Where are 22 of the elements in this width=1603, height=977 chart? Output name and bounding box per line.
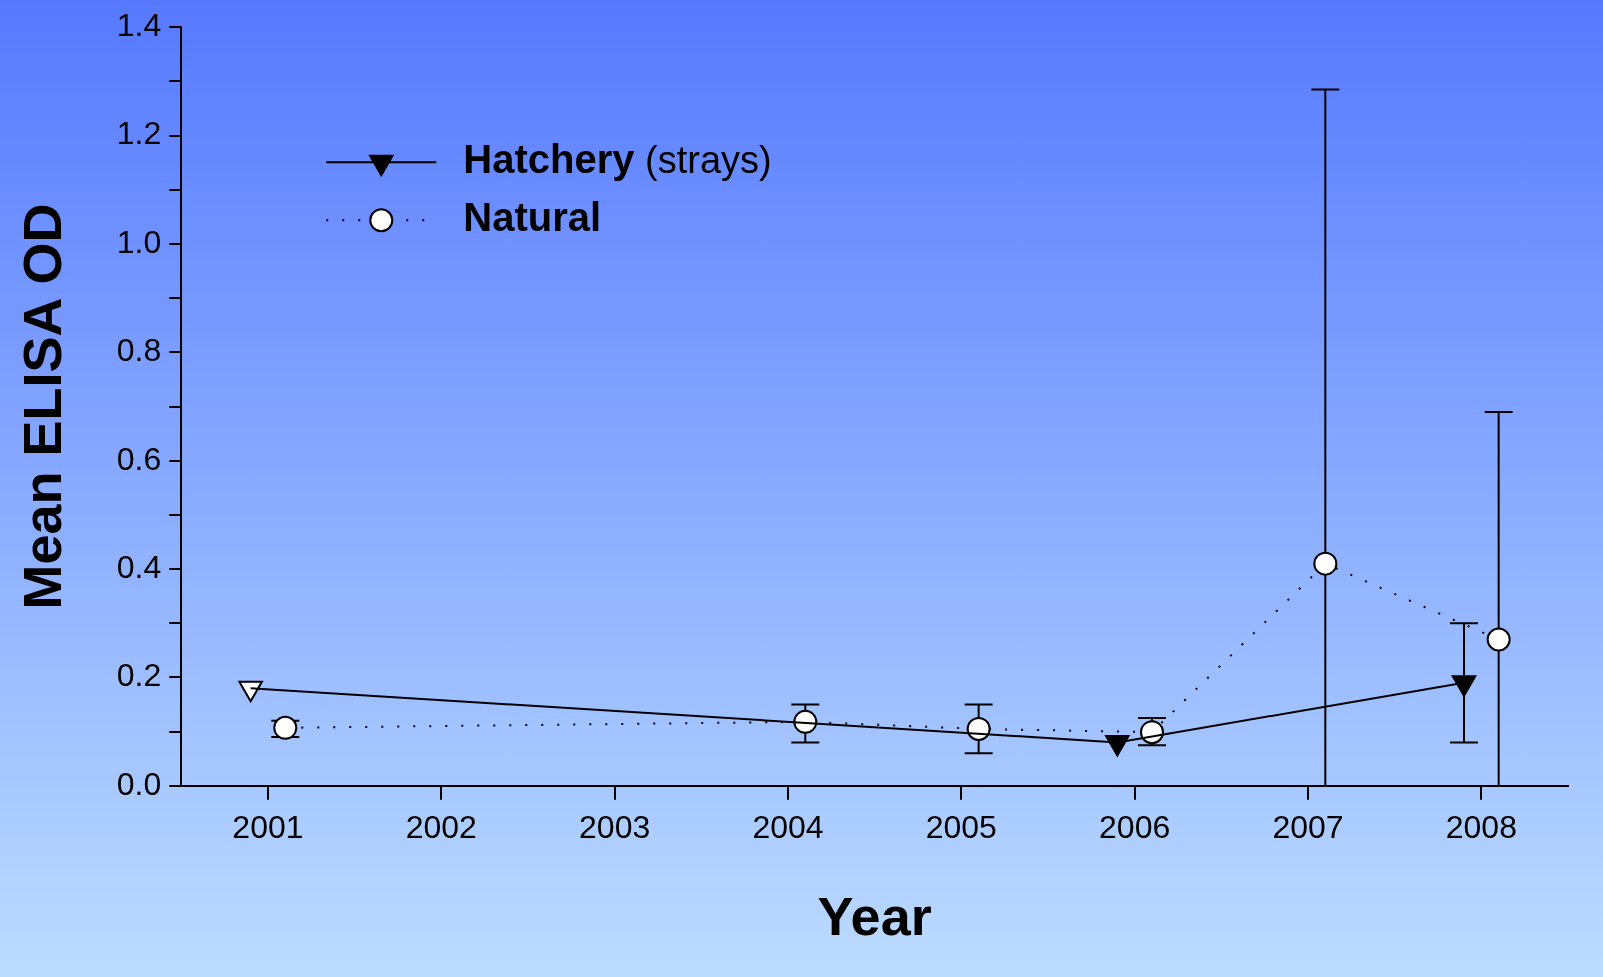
y-tick-label: 0.8 (116, 332, 162, 369)
y-tick-label: 1.4 (116, 7, 162, 44)
y-tick-label: 0.4 (116, 548, 162, 585)
x-axis-title: Year (817, 886, 932, 947)
x-tick-label: 2001 (232, 808, 304, 845)
point (1486, 627, 1511, 652)
legend-label: Hatchery (strays) (463, 137, 772, 182)
x-tick-label: 2007 (1272, 808, 1344, 845)
y-tick-label: 1.0 (116, 223, 162, 260)
point (1313, 551, 1338, 576)
y-axis-title: Mean ELISA OD (12, 203, 73, 610)
y-tick-label: 1.2 (116, 115, 162, 152)
y-tick-label: 0.0 (116, 765, 162, 802)
x-tick-label: 2005 (925, 808, 997, 845)
y-tick-label: 0.2 (116, 657, 162, 694)
y-tick-label: 0.6 (116, 440, 162, 477)
legend-label: Natural (463, 195, 602, 240)
x-tick-label: 2006 (1099, 808, 1171, 845)
x-tick-label: 2008 (1445, 808, 1517, 845)
x-tick-label: 2004 (752, 808, 824, 845)
x-tick-label: 2002 (405, 808, 477, 845)
x-tick-label: 2003 (579, 808, 651, 845)
